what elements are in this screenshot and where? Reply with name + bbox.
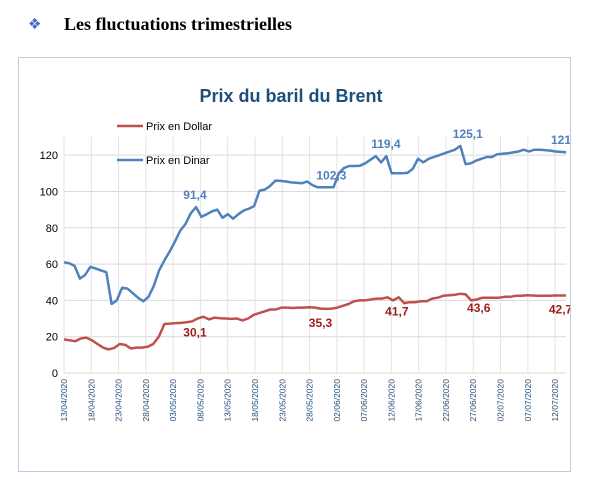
data-label: 30,1 bbox=[183, 325, 207, 339]
data-label: 121,6 bbox=[551, 133, 570, 147]
y-tick-label: 80 bbox=[46, 223, 58, 235]
data-label: 91,4 bbox=[183, 188, 207, 202]
chart-container: Prix du baril du Brent 0 20 40 60 80 100 120 13/… bbox=[18, 57, 571, 472]
x-tick-label: 23/04/2020 bbox=[114, 379, 124, 422]
y-tick-label: 60 bbox=[46, 259, 58, 271]
legend-label: Prix en Dinar bbox=[146, 155, 210, 167]
data-label: 35,3 bbox=[309, 316, 333, 330]
chart-title: Prix du baril du Brent bbox=[199, 86, 382, 106]
x-tick-label: 12/07/2020 bbox=[550, 379, 560, 422]
x-tick-label: 07/07/2020 bbox=[523, 379, 533, 422]
x-tick-label: 13/04/2020 bbox=[59, 379, 69, 422]
x-tick-label: 13/05/2020 bbox=[223, 379, 233, 422]
x-tick-label: 12/06/2020 bbox=[386, 379, 396, 422]
y-tick-label: 0 bbox=[52, 368, 58, 380]
x-tick-label: 27/06/2020 bbox=[468, 379, 478, 422]
y-tick-label: 40 bbox=[46, 295, 58, 307]
x-tick-label: 08/05/2020 bbox=[195, 379, 205, 422]
x-tick-label: 22/06/2020 bbox=[441, 379, 451, 422]
x-tick-label: 23/05/2020 bbox=[277, 379, 287, 422]
data-label: 43,6 bbox=[467, 301, 491, 315]
series-line bbox=[63, 144, 567, 306]
x-tick-label: 28/04/2020 bbox=[141, 379, 151, 422]
brent-price-chart: Prix du baril du Brent 0 20 40 60 80 100 120 13/… bbox=[40, 86, 570, 422]
data-label: 42,7 bbox=[549, 302, 570, 316]
y-tick-label: 120 bbox=[40, 150, 58, 162]
data-label: 102,3 bbox=[316, 168, 346, 182]
series-line bbox=[63, 292, 566, 351]
diamond-bullet-icon: ❖ bbox=[28, 16, 42, 33]
section-heading: ❖ Les fluctuations trimestrielles bbox=[28, 10, 292, 38]
x-tick-label: 18/04/2020 bbox=[86, 379, 96, 422]
x-tick-label: 17/06/2020 bbox=[414, 379, 424, 422]
x-tick-label: 28/05/2020 bbox=[305, 379, 315, 422]
x-tick-label: 02/06/2020 bbox=[332, 379, 342, 422]
data-label: 125,1 bbox=[453, 127, 483, 141]
x-tick-label: 18/05/2020 bbox=[250, 379, 260, 422]
section-heading-text: Les fluctuations trimestrielles bbox=[64, 13, 292, 34]
legend-label: Prix en Dollar bbox=[146, 121, 212, 133]
x-tick-label: 02/07/2020 bbox=[496, 379, 506, 422]
data-label: 41,7 bbox=[385, 304, 409, 318]
x-tick-label: 03/05/2020 bbox=[168, 379, 178, 422]
x-tick-label: 07/06/2020 bbox=[359, 379, 369, 422]
data-label: 119,4 bbox=[371, 137, 401, 151]
y-tick-label: 20 bbox=[46, 332, 58, 344]
y-tick-label: 100 bbox=[40, 186, 58, 198]
